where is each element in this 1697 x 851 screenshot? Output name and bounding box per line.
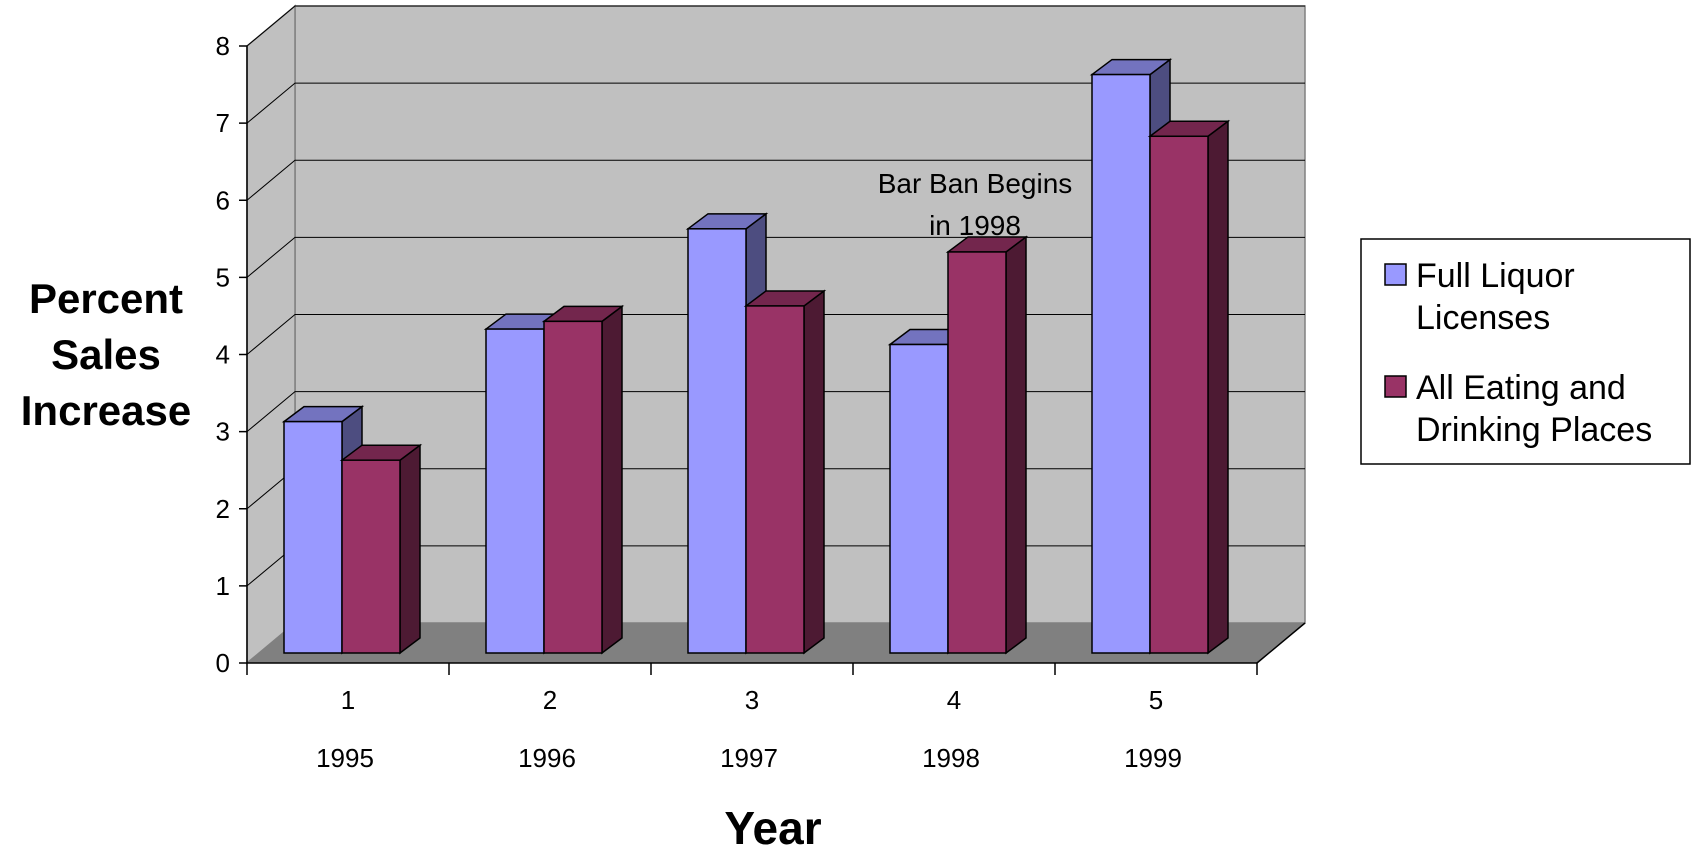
x-axis-title: Year — [724, 802, 821, 851]
x-year-label: 1999 — [1124, 743, 1182, 773]
y-tick-label: 4 — [216, 340, 230, 370]
annotation: Bar Ban Begins in 1998 — [878, 168, 1073, 241]
bar-side — [803, 289, 825, 655]
legend: Full Liquor Licenses All Eating and Drin… — [1360, 238, 1691, 465]
bar-front — [745, 305, 805, 654]
gridline — [246, 159, 1305, 201]
bar-side — [399, 443, 421, 655]
annotation-line-2: in 1998 — [929, 210, 1021, 241]
x-year-label: 1998 — [922, 743, 980, 773]
bar-side — [1207, 119, 1229, 655]
x-category-label: 1 — [341, 685, 355, 715]
y-tick-label: 1 — [216, 571, 230, 601]
bar-all-eating-1996 — [541, 304, 625, 655]
y-tick-label: 6 — [216, 185, 230, 215]
bar-front — [543, 320, 603, 654]
y-tick-label: 7 — [216, 108, 230, 138]
bar-all-eating-1997 — [743, 289, 827, 655]
bar-front — [1149, 135, 1209, 654]
bars — [281, 58, 1231, 655]
x-year-label: 1995 — [316, 743, 374, 773]
bar-side — [1005, 235, 1027, 655]
y-tick-label: 8 — [216, 31, 230, 61]
y-tick-label: 0 — [216, 648, 230, 678]
annotation-line-1: Bar Ban Begins — [878, 168, 1073, 199]
x-category-label: 4 — [947, 685, 961, 715]
legend-box — [1360, 238, 1691, 465]
y-axis-title: Percent Sales Increase — [21, 275, 191, 434]
gridline — [246, 5, 1305, 47]
bar-side — [601, 304, 623, 655]
bar-front — [283, 420, 343, 654]
legend-swatch-all-eating — [1384, 375, 1407, 398]
bar-front — [341, 459, 401, 654]
bar-all-eating-1998 — [945, 235, 1029, 655]
y-tick-label: 5 — [216, 262, 230, 292]
x-year-label: 1996 — [518, 743, 576, 773]
legend-label-all-eating-line-2: Drinking Places — [1416, 411, 1652, 449]
x-category-label: 5 — [1149, 685, 1163, 715]
bar-all-eating-1995 — [339, 443, 423, 655]
y-axis-title-line-2: Sales — [51, 331, 161, 378]
bar-front — [889, 343, 949, 654]
gridline — [246, 82, 1305, 124]
bar-front — [485, 328, 545, 654]
floor-edge — [1256, 622, 1306, 664]
legend-label-full-liquor-line-2: Licenses — [1416, 299, 1550, 337]
y-tick-label: 3 — [216, 417, 230, 447]
legend-swatch-full-liquor — [1384, 263, 1407, 286]
legend-label-all-eating-line-1: All Eating and — [1416, 369, 1626, 407]
axes: 0 1 2 3 4 5 6 7 8 1 1995 2 1996 3 1997 4 1998 5 1999 — [216, 31, 1306, 773]
legend-label-full-liquor-line-1: Full Liquor — [1416, 257, 1575, 295]
y-axis-title-line-3: Increase — [21, 387, 191, 434]
x-category-label: 2 — [543, 685, 557, 715]
bar-front — [1091, 73, 1151, 654]
bar-all-eating-1999 — [1147, 119, 1231, 655]
bar-front — [947, 251, 1007, 654]
y-tick-label: 2 — [216, 494, 230, 524]
x-category-label: 3 — [745, 685, 759, 715]
x-year-label: 1997 — [720, 743, 778, 773]
y-axis-title-line-1: Percent — [29, 275, 183, 322]
bar-front — [687, 228, 747, 654]
